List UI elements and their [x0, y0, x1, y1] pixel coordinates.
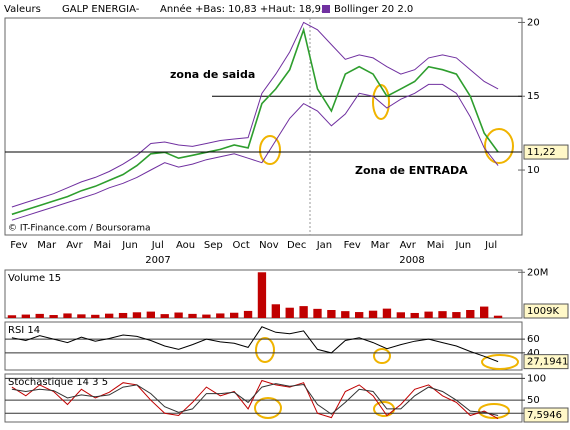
x-tick-label: Jun — [121, 240, 138, 251]
series-line — [11, 383, 499, 416]
last-value-box — [523, 407, 569, 423]
x-tick-label: Sep — [204, 240, 223, 251]
last-value-box — [523, 354, 569, 370]
last-value-label: 11,22 — [527, 147, 556, 158]
x-tick-label: Jul — [151, 240, 164, 251]
series-line — [11, 326, 499, 363]
last-value-box — [523, 303, 569, 319]
y-tick-label: 50 — [527, 395, 540, 406]
x-tick-label: Oct — [232, 240, 249, 251]
y-tick-label: 20M — [527, 267, 548, 278]
highlights — [254, 84, 519, 419]
bar — [452, 312, 461, 318]
last-value-box — [523, 144, 569, 160]
bar — [91, 314, 100, 318]
bar — [146, 311, 155, 318]
bar — [174, 312, 183, 318]
bar — [132, 312, 142, 318]
bar — [341, 311, 350, 318]
series-line — [11, 26, 499, 216]
annotation: zona de saida — [170, 68, 255, 81]
year-label: 2008 — [399, 255, 424, 266]
highlight — [259, 135, 281, 165]
bar — [493, 315, 503, 318]
bar — [257, 272, 267, 318]
bar — [118, 312, 128, 318]
bar — [396, 312, 405, 318]
bar — [313, 308, 322, 318]
last-value-label: 1009K — [527, 306, 559, 317]
highlight — [481, 354, 519, 370]
bar — [466, 310, 475, 318]
bar — [368, 310, 378, 318]
x-tick-label: Jun — [455, 240, 472, 251]
x-tick-label: Mar — [371, 240, 391, 251]
bar — [355, 312, 364, 318]
bar — [63, 313, 72, 318]
bar — [77, 314, 86, 318]
legend-label: Bollinger 20 2.0 — [334, 4, 413, 15]
y-tick-label: 60 — [527, 334, 540, 345]
bar — [480, 306, 489, 318]
bollinger-lower — [11, 83, 499, 221]
x-tick-label: Mar — [37, 240, 57, 251]
highlight — [254, 397, 282, 419]
x-tick-label: Dec — [287, 240, 306, 251]
bar — [271, 304, 280, 318]
bar — [299, 306, 308, 318]
highlight — [373, 348, 391, 364]
y-tick-label: 15 — [527, 91, 540, 102]
legend-swatch — [322, 5, 330, 13]
bar — [243, 310, 253, 318]
bar — [21, 314, 30, 318]
bar — [7, 315, 17, 318]
x-tick-label: Jul — [484, 240, 497, 251]
bar — [202, 314, 211, 318]
source: © IT-Finance.com / Boursorama — [8, 224, 150, 234]
x-tick-label: Mai — [93, 240, 111, 251]
bar — [160, 314, 169, 318]
highlight — [255, 337, 275, 363]
bar — [105, 313, 114, 318]
y-tick-label: 10 — [527, 165, 540, 176]
x-tick-label: Avr — [400, 240, 417, 251]
price-panel — [4, 17, 523, 236]
year-label: 2007 — [145, 255, 170, 266]
bar — [327, 310, 336, 318]
highlight — [478, 403, 510, 419]
bar — [424, 311, 433, 318]
bar — [216, 313, 225, 318]
panel-title: Stochastique 14 3 5 — [8, 377, 108, 388]
bollinger-upper — [11, 21, 499, 208]
subtitle: Année +Bas: 10,83 +Haut: 18,95 — [160, 3, 327, 15]
bar — [285, 307, 294, 318]
highlight — [484, 128, 514, 164]
bar — [188, 313, 197, 318]
x-tick-label: Jan — [316, 240, 332, 251]
highlight — [372, 84, 390, 120]
x-tick-label: Fev — [344, 240, 361, 251]
annotation: Zona de ENTRADA — [355, 164, 468, 177]
bar — [35, 313, 44, 318]
x-tick-label: Mai — [427, 240, 445, 251]
y-tick-label: 20 — [527, 17, 540, 28]
panel-title: RSI 14 — [8, 325, 40, 336]
bar — [438, 311, 447, 318]
x-tick-label: Avr — [66, 240, 83, 251]
panel-title: Volume 15 — [8, 273, 61, 284]
x-tick-label: Nov — [259, 240, 279, 251]
bar — [410, 312, 419, 318]
chart-title: GALP ENERGIA- — [62, 4, 140, 15]
bar — [382, 308, 392, 318]
header: Valeurs — [4, 4, 41, 15]
x-tick-label: Aou — [176, 240, 195, 251]
y-tick-label: 40 — [527, 348, 540, 359]
y-tick-label: 100 — [527, 373, 546, 384]
last-value-label: 7,5946 — [527, 410, 562, 421]
x-tick-label: Fev — [10, 240, 27, 251]
bar — [49, 315, 58, 318]
last-value-label: 27,1941 — [527, 357, 568, 368]
bar — [230, 312, 239, 318]
